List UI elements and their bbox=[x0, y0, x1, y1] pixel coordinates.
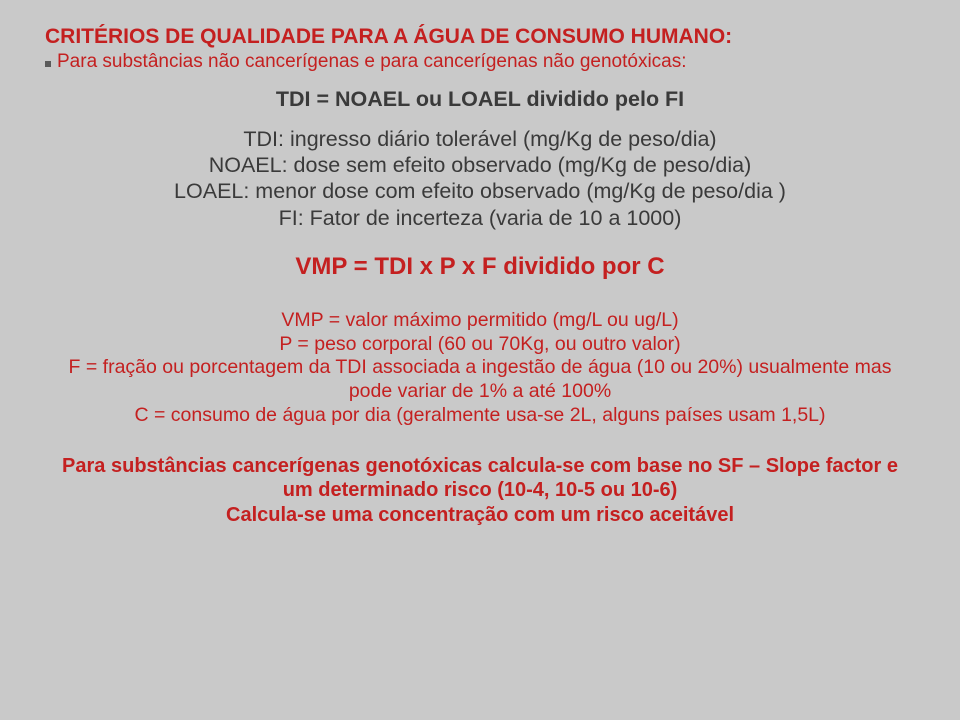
vmp-def3: F = fração ou porcentagem da TDI associa… bbox=[45, 356, 915, 404]
footer-line-2: Calcula-se uma concentração com um risco… bbox=[45, 503, 915, 527]
slide-title: CRITÉRIOS DE QUALIDADE PARA A ÁGUA DE CO… bbox=[45, 25, 915, 49]
def-fi: FI: Fator de incerteza (varia de 10 a 10… bbox=[45, 205, 915, 231]
footer-block: Para substâncias cancerígenas genotóxica… bbox=[45, 454, 915, 527]
vmp-def4: C = consumo de água por dia (geralmente … bbox=[45, 404, 915, 428]
subtitle-row: Para substâncias não cancerígenas e para… bbox=[45, 51, 915, 73]
tdi-formula: TDI = NOAEL ou LOAEL dividido pelo FI bbox=[45, 87, 915, 112]
footer-line-1: Para substâncias cancerígenas genotóxica… bbox=[45, 454, 915, 503]
vmp-formula: VMP = TDI x P x F dividido por C bbox=[45, 253, 915, 281]
def-noael: NOAEL: dose sem efeito observado (mg/Kg … bbox=[45, 152, 915, 178]
subtitle-text: Para substâncias não cancerígenas e para… bbox=[57, 51, 687, 73]
tdi-block: TDI = NOAEL ou LOAEL dividido pelo FI TD… bbox=[45, 87, 915, 231]
vmp-def1: VMP = valor máximo permitido (mg/L ou ug… bbox=[45, 309, 915, 333]
def-tdi: TDI: ingresso diário tolerável (mg/Kg de… bbox=[45, 126, 915, 152]
vmp-def2: P = peso corporal (60 ou 70Kg, ou outro … bbox=[45, 333, 915, 357]
def-loael: LOAEL: menor dose com efeito observado (… bbox=[45, 178, 915, 204]
bullet-square-icon bbox=[45, 61, 51, 67]
vmp-block: VMP = TDI x P x F dividido por C VMP = v… bbox=[45, 253, 915, 428]
